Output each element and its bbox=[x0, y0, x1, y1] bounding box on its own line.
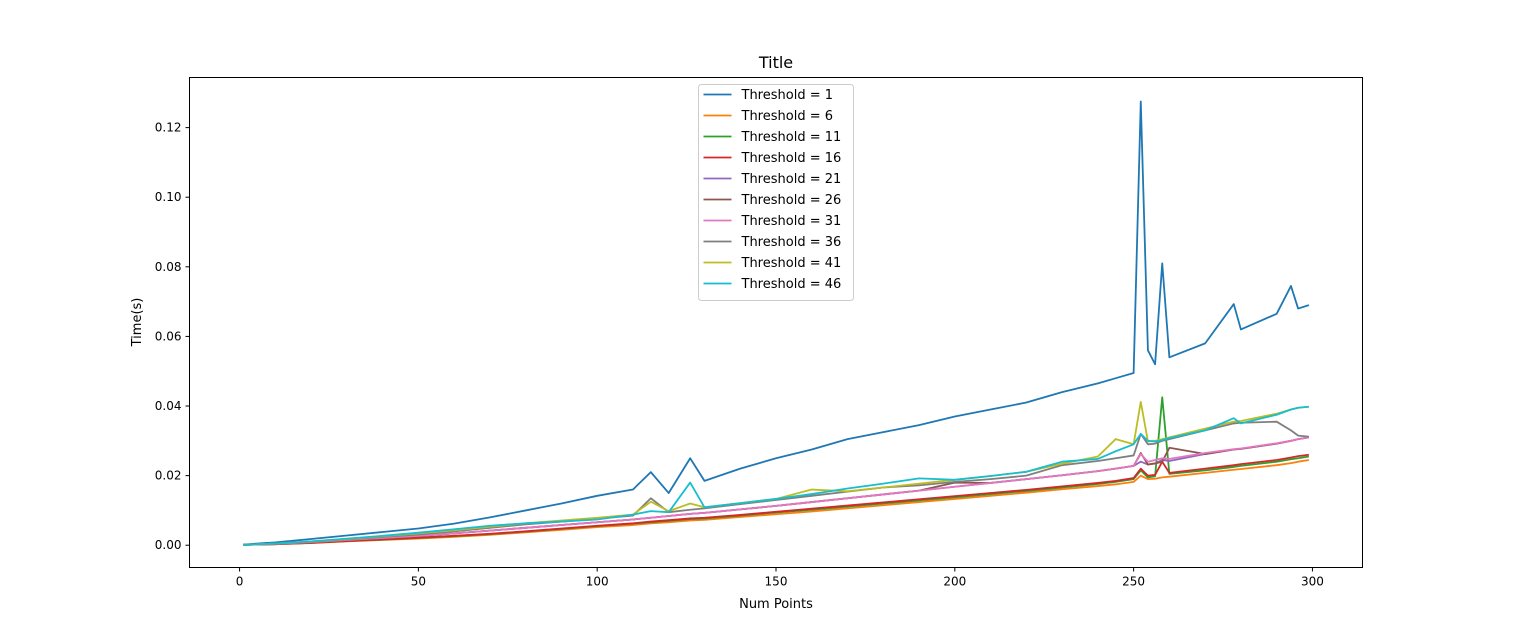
legend-label-3: Threshold = 16 bbox=[741, 151, 842, 166]
legend-label-8: Threshold = 41 bbox=[741, 256, 842, 271]
x-tick-label: 100 bbox=[586, 575, 609, 589]
legend-label-1: Threshold = 6 bbox=[741, 109, 834, 124]
series-line-0 bbox=[243, 100, 1310, 546]
y-tick-label: 0.10 bbox=[155, 190, 182, 204]
series-line-8 bbox=[243, 400, 1309, 546]
chart-title: Title bbox=[758, 53, 793, 72]
x-tick-label: 250 bbox=[1122, 575, 1145, 589]
y-axis-label: Time(s) bbox=[130, 298, 145, 348]
x-tick-label: 200 bbox=[943, 575, 966, 589]
legend-label-7: Threshold = 36 bbox=[741, 235, 842, 250]
legend-label-6: Threshold = 31 bbox=[741, 214, 842, 229]
y-tick-label: 0.00 bbox=[155, 538, 182, 552]
legend: Threshold = 1 Threshold = 6 Threshold = 11… bbox=[698, 84, 854, 301]
y-tick-label: 0.12 bbox=[155, 121, 182, 135]
y-tick-label: 0.04 bbox=[155, 399, 182, 413]
x-axis-label: Num Points bbox=[739, 597, 813, 612]
y-axis: 0.00 0.02 0.04 0.06 0.08 0.10 0.12 bbox=[155, 121, 190, 552]
legend-label-4: Threshold = 21 bbox=[741, 172, 842, 187]
x-tick-label: 150 bbox=[765, 575, 788, 589]
y-tick-label: 0.02 bbox=[155, 469, 182, 483]
y-tick-label: 0.08 bbox=[155, 260, 182, 274]
legend-label-5: Threshold = 26 bbox=[741, 193, 842, 208]
legend-box bbox=[698, 84, 854, 301]
legend-label-9: Threshold = 46 bbox=[741, 277, 842, 292]
series-line-3 bbox=[243, 453, 1309, 546]
legend-label-2: Threshold = 11 bbox=[741, 130, 842, 145]
x-tick-label: 300 bbox=[1301, 575, 1324, 589]
x-axis: 0 50 100 150 200 250 300 bbox=[236, 567, 1324, 589]
legend-label-0: Threshold = 1 bbox=[741, 88, 834, 103]
x-tick-label: 0 bbox=[236, 575, 244, 589]
series-line-6 bbox=[243, 436, 1310, 546]
series-layer bbox=[243, 100, 1310, 546]
series-line-9 bbox=[243, 405, 1309, 546]
x-tick-label: 50 bbox=[411, 575, 426, 589]
y-tick-label: 0.06 bbox=[155, 329, 182, 343]
